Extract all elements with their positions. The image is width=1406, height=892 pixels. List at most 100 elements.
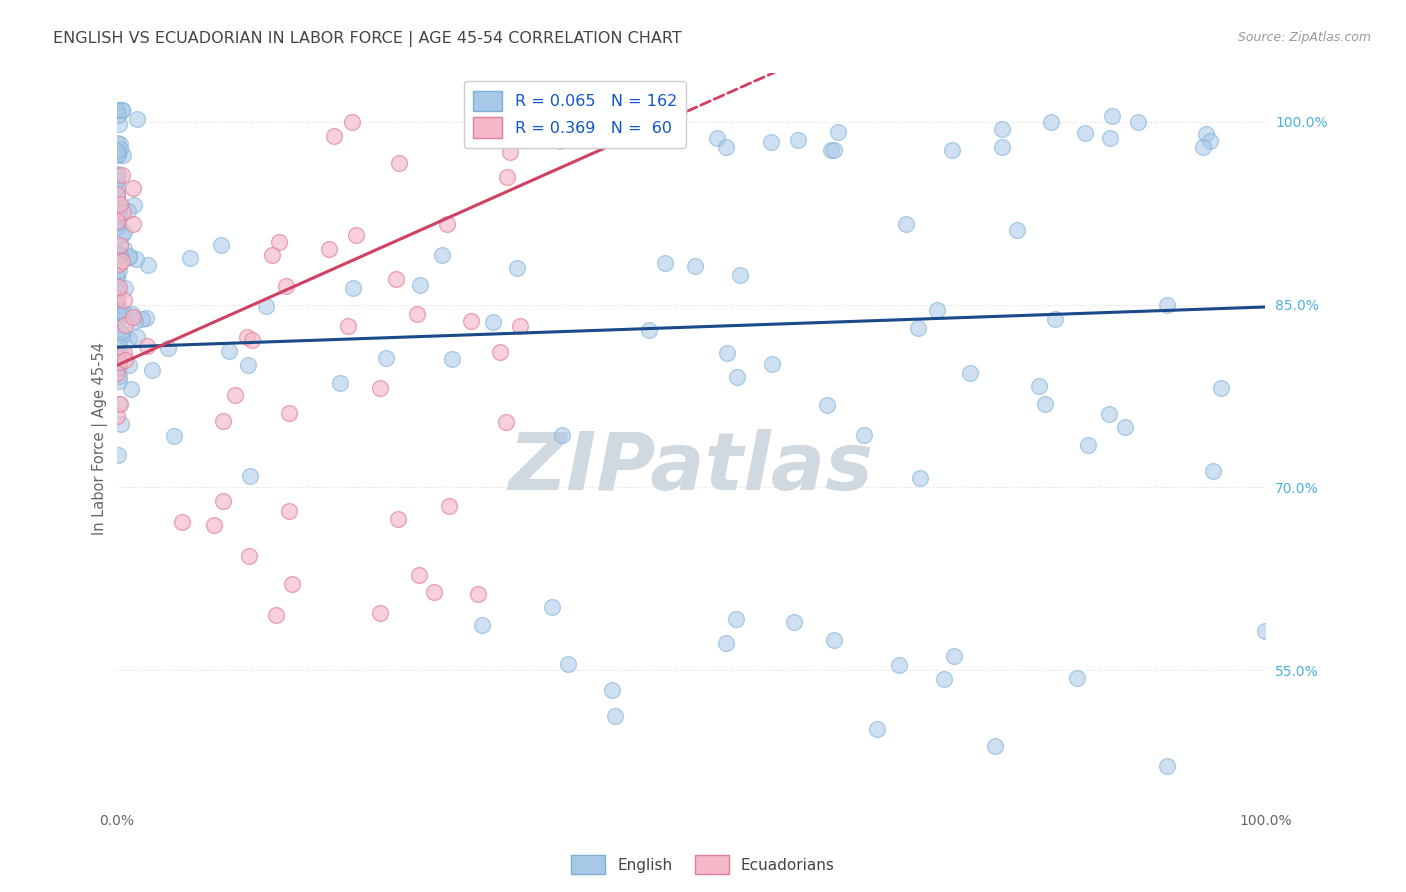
Point — [436, 217, 458, 231]
Point — [388, 156, 411, 170]
Point — [105, 347, 128, 361]
Point — [329, 376, 352, 390]
Point — [163, 429, 186, 443]
Point — [467, 587, 489, 601]
Point — [1128, 115, 1150, 129]
Point — [105, 347, 128, 361]
Point — [107, 108, 129, 122]
Point — [105, 186, 128, 201]
Point — [460, 314, 482, 328]
Point — [112, 242, 135, 256]
Point — [112, 205, 135, 219]
Point — [108, 196, 131, 211]
Point — [108, 251, 131, 265]
Point — [105, 278, 128, 293]
Point — [105, 103, 128, 117]
Point — [1077, 438, 1099, 452]
Point — [550, 134, 572, 148]
Point — [105, 298, 128, 312]
Point — [482, 315, 505, 329]
Point — [107, 305, 129, 319]
Point — [122, 198, 145, 212]
Point — [1040, 114, 1063, 128]
Point — [866, 723, 889, 737]
Point — [105, 360, 128, 375]
Point — [105, 245, 128, 260]
Point — [894, 217, 917, 231]
Point — [105, 336, 128, 351]
Point — [1028, 379, 1050, 393]
Point — [1209, 381, 1232, 395]
Point — [110, 307, 132, 321]
Point — [239, 468, 262, 483]
Point — [786, 133, 808, 147]
Point — [107, 147, 129, 161]
Point — [135, 310, 157, 325]
Point — [114, 353, 136, 368]
Point — [278, 406, 301, 420]
Point — [117, 203, 139, 218]
Point — [1156, 759, 1178, 773]
Point — [716, 346, 738, 360]
Point — [387, 512, 409, 526]
Point — [108, 397, 131, 411]
Legend: R = 0.065   N = 162, R = 0.369   N =  60: R = 0.065 N = 162, R = 0.369 N = 60 — [464, 81, 686, 147]
Point — [823, 143, 845, 157]
Point — [730, 268, 752, 282]
Point — [131, 312, 153, 326]
Point — [105, 207, 128, 221]
Point — [887, 658, 910, 673]
Point — [405, 307, 427, 321]
Point — [1195, 127, 1218, 141]
Point — [983, 739, 1005, 753]
Point — [209, 238, 232, 252]
Point — [820, 143, 842, 157]
Point — [499, 145, 522, 159]
Point — [105, 268, 128, 283]
Point — [991, 122, 1014, 136]
Point — [240, 334, 263, 348]
Point — [105, 298, 128, 312]
Point — [105, 136, 128, 150]
Point — [105, 285, 128, 299]
Point — [236, 358, 259, 372]
Point — [107, 324, 129, 338]
Point — [441, 352, 464, 367]
Point — [1199, 134, 1222, 148]
Point — [105, 216, 128, 230]
Point — [107, 374, 129, 388]
Point — [170, 516, 193, 530]
Point — [107, 284, 129, 298]
Point — [107, 448, 129, 462]
Text: Source: ZipAtlas.com: Source: ZipAtlas.com — [1237, 31, 1371, 45]
Point — [540, 600, 562, 615]
Point — [274, 278, 297, 293]
Point — [605, 709, 627, 723]
Point — [111, 148, 134, 162]
Point — [136, 258, 159, 272]
Point — [121, 307, 143, 321]
Point — [1156, 298, 1178, 312]
Point — [107, 209, 129, 223]
Point — [815, 398, 838, 412]
Point — [105, 174, 128, 188]
Point — [105, 409, 128, 423]
Point — [136, 339, 159, 353]
Point — [471, 617, 494, 632]
Point — [509, 318, 531, 333]
Point — [1098, 407, 1121, 421]
Point — [212, 414, 235, 428]
Point — [706, 131, 728, 145]
Point — [908, 471, 931, 485]
Point — [959, 366, 981, 380]
Point — [725, 370, 748, 384]
Point — [238, 549, 260, 563]
Point — [105, 181, 128, 195]
Point — [118, 249, 141, 263]
Point — [108, 257, 131, 271]
Point — [107, 251, 129, 265]
Point — [654, 256, 676, 270]
Y-axis label: In Labor Force | Age 45-54: In Labor Force | Age 45-54 — [93, 343, 108, 535]
Point — [105, 167, 128, 181]
Point — [368, 606, 391, 620]
